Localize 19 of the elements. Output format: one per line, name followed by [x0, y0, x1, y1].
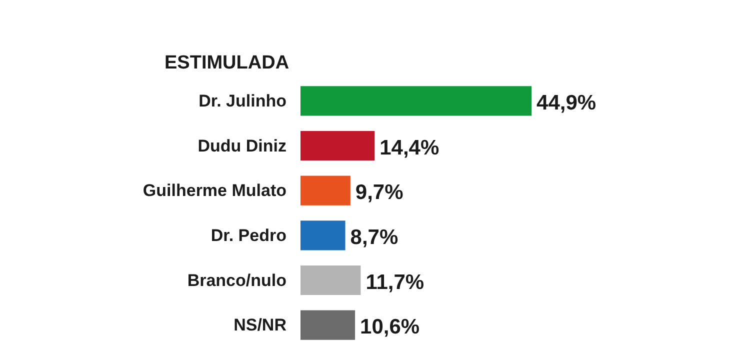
data-label: 9,7%: [355, 181, 404, 204]
bar: [300, 220, 346, 250]
y-tick-label: Dr. Pedro: [210, 226, 287, 245]
y-tick-label: Dr. Julinho: [198, 91, 287, 110]
bar: [300, 265, 361, 296]
y-tick-label: Guilherme Mulato: [142, 181, 287, 200]
bar: [300, 310, 356, 340]
data-label: 10,6%: [360, 316, 420, 339]
y-tick-label: Branco/nulo: [187, 270, 286, 290]
bar: [300, 130, 375, 161]
bar: [300, 86, 532, 116]
bar: [300, 176, 350, 206]
data-label: 44,9%: [536, 91, 596, 114]
y-tick-label: Dudu Diniz: [198, 136, 287, 156]
data-label: 8,7%: [350, 226, 398, 249]
data-label: 11,7%: [366, 270, 424, 294]
y-tick-label: NS/NR: [234, 316, 287, 335]
data-label: 14,4%: [380, 136, 440, 160]
chart-title: ESTIMULADA: [164, 52, 290, 74]
